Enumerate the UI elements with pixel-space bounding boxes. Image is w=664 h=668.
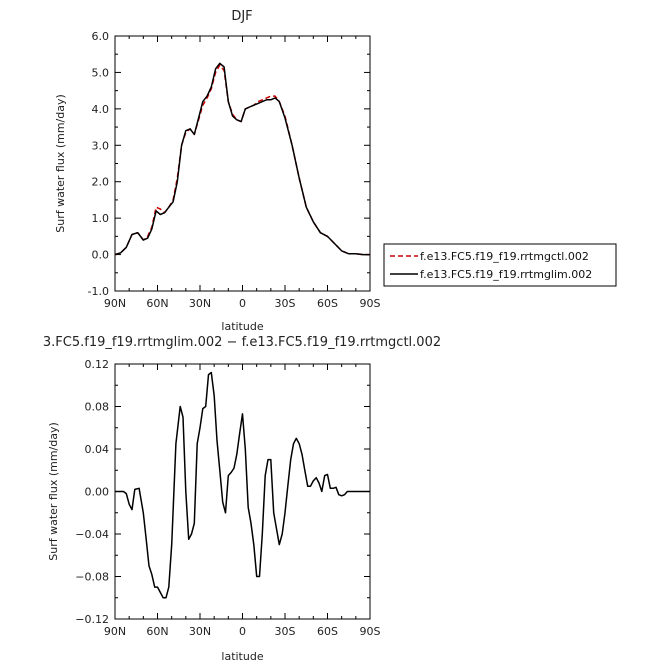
- y-tick-label: 0.12: [85, 358, 110, 371]
- top-panel: DJF 90N 60N 30N 0 30S 60S 90S -1.0 0.0 1.0 2.0 3.0 4.…: [54, 9, 381, 333]
- x-tick-label: 0: [239, 625, 246, 638]
- plot-frame: [114, 35, 371, 292]
- x-tick-label: 60S: [317, 297, 338, 310]
- legend: f.e13.FC5.f19_f19.rrtmgctl.002 f.e13.FC5.…: [383, 243, 617, 287]
- x-tick-label: 60N: [146, 297, 168, 310]
- x-axis-label: latitude: [221, 650, 263, 663]
- x-tick-label: 60S: [317, 625, 338, 638]
- y-tick-label: 0.04: [85, 443, 110, 456]
- series-line-1: [114, 62, 370, 256]
- x-tick-label: 30S: [275, 297, 296, 310]
- legend-label-1: f.e13.FC5.f19_f19.rrtmglim.002: [420, 268, 592, 281]
- y-tick-label: −0.04: [75, 528, 109, 541]
- legend-box: [383, 243, 617, 287]
- y-tick-label: 5.0: [92, 66, 110, 79]
- y-tick-label: −0.12: [75, 613, 109, 626]
- chart-title: DJF: [231, 9, 252, 24]
- y-tick-label: -1.0: [88, 285, 109, 298]
- y-tick-label: 0.0: [92, 249, 110, 262]
- x-tick-label: 30S: [275, 625, 296, 638]
- x-tick-label: 60N: [146, 625, 168, 638]
- legend-label-0: f.e13.FC5.f19_f19.rrtmgctl.002: [420, 250, 589, 263]
- y-axis-label: Surf water flux (mm/day): [54, 94, 67, 233]
- y-axis-label: Surf water flux (mm/day): [47, 422, 60, 561]
- x-tick-label: 0: [239, 297, 246, 310]
- y-tick-label: 6.0: [92, 30, 110, 43]
- x-tick-label: 90N: [104, 297, 126, 310]
- x-tick-label: 30N: [189, 297, 211, 310]
- x-tick-label: 90S: [360, 625, 381, 638]
- series-line-0: [115, 371, 370, 599]
- x-tick-label: 90N: [104, 625, 126, 638]
- y-tick-label: 2.0: [92, 176, 110, 189]
- x-tick-label: 30N: [189, 625, 211, 638]
- x-axis-label: latitude: [221, 320, 263, 333]
- y-tick-label: 3.0: [92, 139, 110, 152]
- y-tick-label: 4.0: [92, 103, 110, 116]
- chart-title: 3.FC5.f19_f19.rrtmglim.002 − f.e13.FC5.f…: [43, 335, 441, 350]
- y-tick-label: 1.0: [92, 212, 110, 225]
- bottom-panel: 3.FC5.f19_f19.rrtmglim.002 − f.e13.FC5.f…: [43, 335, 441, 663]
- y-tick-label: −0.08: [75, 571, 109, 584]
- x-tick-label: 90S: [360, 297, 381, 310]
- y-tick-label: 0.00: [85, 486, 110, 499]
- y-tick-label: 0.08: [85, 401, 110, 414]
